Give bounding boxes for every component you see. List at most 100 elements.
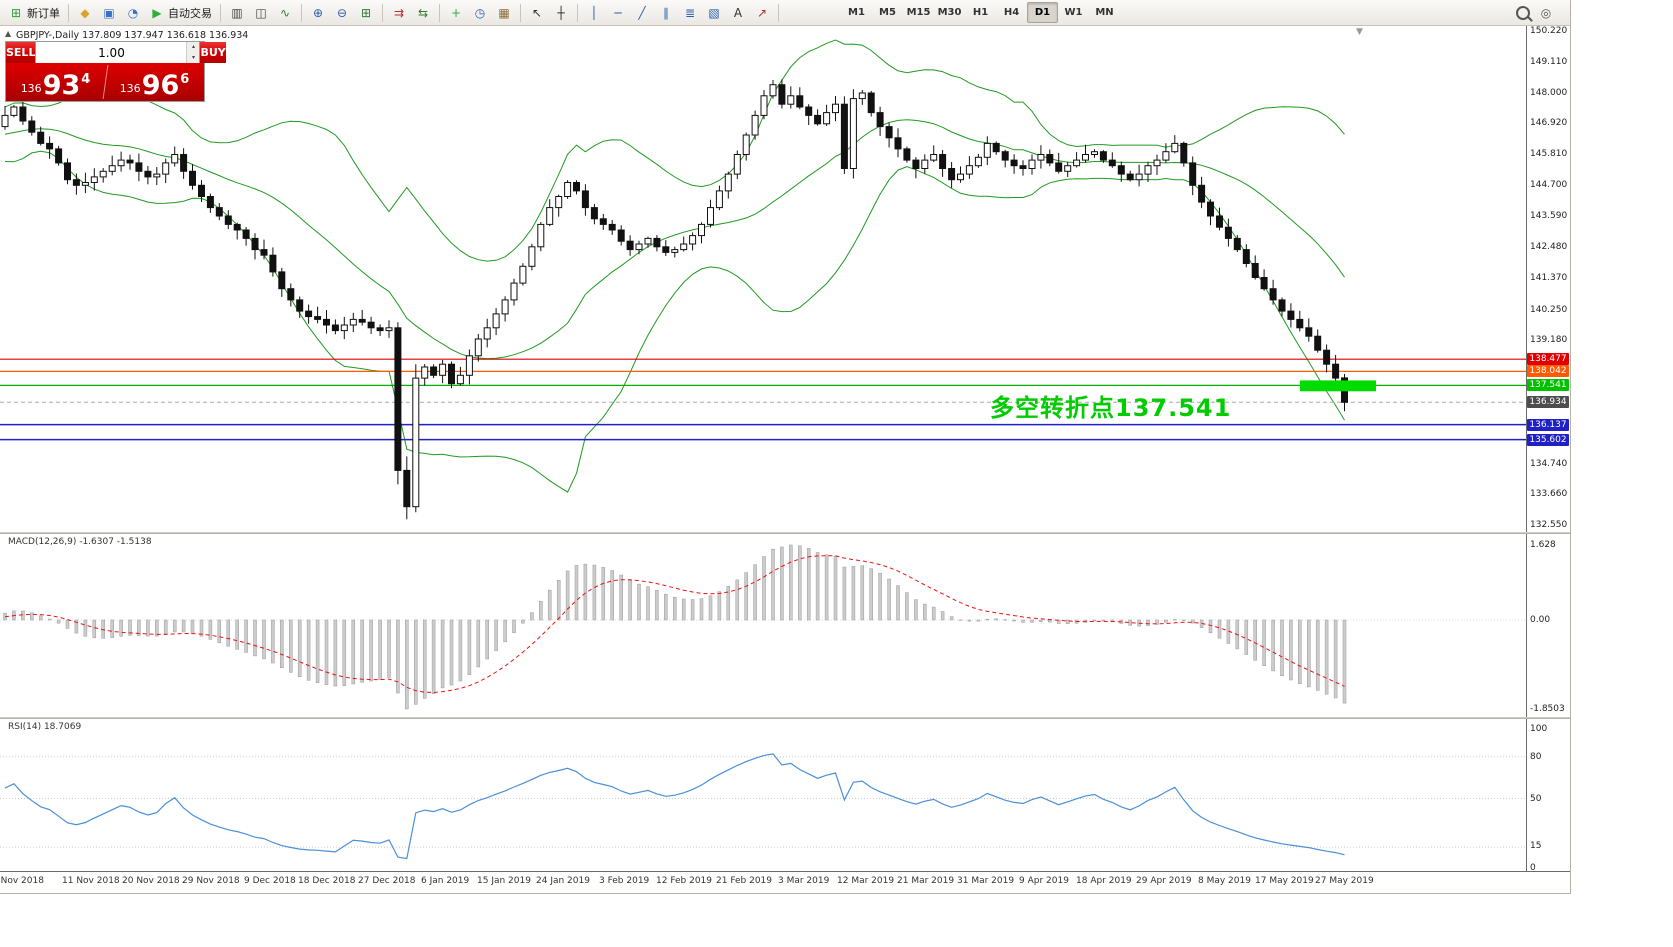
line-chart-mode-icon[interactable]: ∿ [273,2,297,24]
indicators-icon[interactable]: + [444,2,468,24]
price-tick: 150.220 [1530,26,1568,36]
candlestick-mode-icon[interactable]: ◫ [249,2,273,24]
rsi-canvas[interactable] [0,719,1526,871]
data-window-icon: ◔ [127,5,139,20]
text-icon[interactable]: A [726,2,750,24]
price-tick: 142.480 [1530,242,1568,253]
data-window-icon[interactable]: ◔ [121,2,145,24]
price-tick: 141.370 [1530,273,1568,284]
toolbar-separator [382,3,383,22]
date-tick: 9 Apr 2019 [1019,876,1069,886]
buy-button[interactable]: BUY [200,42,226,63]
grid-icon[interactable]: ⊞ [354,2,378,24]
channel-icon[interactable]: ∥ [654,2,678,24]
toolbar-separator [439,3,440,22]
timeframe-mn[interactable]: MN [1095,7,1114,18]
toolbar-separator [778,3,779,22]
date-tick: 20 Nov 2018 [122,876,180,886]
pane-separator-rsi[interactable] [0,717,1570,719]
market-watch-icon[interactable]: ▣ [97,2,121,24]
autotrading-icon: ▶ [152,5,162,20]
sell-price-prefix: 136 [20,82,42,95]
rsi-tick: 50 [1530,794,1542,804]
main-chart-canvas[interactable] [0,26,1526,532]
trading-terminal-window: ⊞ 新订单 ◆ ▣ ◔ ▶ 自动交易 ▥ ◫ ∿ ⊕ ⊖ ⊞ ⇉ ⇆ + ◷ ▦ ↖ ┼ │ ─ ╱ ∥ ≣ ▧ A ↗ M1 M5 M15… [0,0,1571,894]
date-tick: 12 Feb 2019 [656,876,713,886]
cursor-search-icon: ◎ [1540,5,1552,20]
date-tick: 27 May 2019 [1315,876,1374,886]
date-tick: 6 Jan 2019 [421,876,470,886]
fibonacci-icon[interactable]: ≣ [678,2,702,24]
date-tick: 11 Nov 2018 [62,876,120,886]
volume-input[interactable] [36,42,187,63]
bar-chart-mode-icon: ▥ [231,5,243,20]
timeframe-h4[interactable]: H4 [1003,7,1020,18]
vertical-line-icon: │ [590,5,598,20]
search-icon[interactable] [1512,2,1534,24]
crosshair-icon[interactable]: ┼ [549,2,573,24]
date-tick: 31 Mar 2019 [957,876,1015,886]
timeframe-w1[interactable]: W1 [1064,7,1083,18]
one-click-prices: 136 93 4 136 96 6 [6,63,204,101]
date-tick: 12 Mar 2019 [837,876,895,886]
buy-price[interactable]: 136 96 6 [105,63,204,101]
date-tick: 21 Feb 2019 [716,876,773,886]
volume-field: ▴ ▾ [35,42,201,63]
auto-scroll-icon[interactable]: ⇉ [387,2,411,24]
cursor-search-icon[interactable]: ◎ [1534,2,1558,24]
timeframe-h1[interactable]: H1 [972,7,989,18]
timeframe-m1[interactable]: M1 [848,7,865,18]
timeframe-d1[interactable]: D1 [1027,2,1058,23]
toolbar: ⊞ 新订单 ◆ ▣ ◔ ▶ 自动交易 ▥ ◫ ∿ ⊕ ⊖ ⊞ ⇉ ⇆ + ◷ ▦ ↖ ┼ │ ─ ╱ ∥ ≣ ▧ A ↗ M1 M5 M15… [0,0,1570,26]
rsi-tick: 100 [1530,724,1548,734]
templates-icon[interactable]: ▦ [492,2,516,24]
chart-shift-icon: ⇆ [417,5,429,20]
volume-up-button[interactable]: ▴ [187,42,200,53]
arrows-icon: ↗ [756,5,768,20]
price-tick: 149.110 [1530,57,1568,67]
macd-pane: MACD(12,26,9) -1.6307 -1.5138 [0,534,1526,717]
timeframe-group: M1 M5 M15 M30 H1 H4 D1 W1 MN [841,2,1120,23]
charts-icon[interactable]: ◆ [73,2,97,24]
price-tick: 146.920 [1530,118,1568,129]
date-tick: 21 Mar 2019 [897,876,955,886]
arrows-icon[interactable]: ↗ [750,2,774,24]
bar-chart-mode-icon[interactable]: ▥ [225,2,249,24]
price-axis[interactable]: 150.220 149.110 148.000 146.920 145.810 144.7… [1526,26,1570,873]
chart-annotation[interactable]: 多空转折点137.541 [990,394,1232,422]
zoom-out-icon[interactable]: ⊖ [330,2,354,24]
one-click-collapse-toggle[interactable]: ▲ [5,29,12,38]
sell-price-pip: 4 [81,72,91,87]
timeframe-m30[interactable]: M30 [937,7,962,18]
cursor-icon[interactable]: ↖ [525,2,549,24]
zoom-in-icon: ⊕ [312,5,324,20]
autotrading-button[interactable]: ▶ 自动交易 [145,2,216,24]
timeframe-m15[interactable]: M15 [906,7,931,18]
search-glass-icon [1516,5,1530,20]
date-tick: 29 Nov 2018 [182,876,240,886]
volume-down-button[interactable]: ▾ [187,52,200,63]
periods-icon[interactable]: ◷ [468,2,492,24]
chart-title: GBPJPY-,Daily 137.809 137.947 136.618 13… [16,30,248,41]
date-tick: 3 Mar 2019 [778,876,830,886]
macd-canvas[interactable] [0,534,1526,717]
toolbar-right-group: ◎ [1512,2,1558,24]
zoom-in-icon[interactable]: ⊕ [306,2,330,24]
buy-price-big: 96 [141,70,180,102]
pane-separator-macd[interactable] [0,532,1570,534]
sell-price[interactable]: 136 93 4 [6,63,105,101]
price-level-badge: 135.602 [1527,433,1569,446]
date-tick: 17 May 2019 [1255,876,1314,886]
sell-button[interactable]: SELL [6,42,36,63]
timeframe-m5[interactable]: M5 [879,7,896,18]
rsi-label: RSI(14) 18.7069 [8,722,82,732]
new-order-button[interactable]: ⊞ 新订单 [4,2,64,24]
date-tick: 18 Apr 2019 [1076,876,1132,886]
shapes-icon[interactable]: ▧ [702,2,726,24]
chart-shift-icon[interactable]: ⇆ [411,2,435,24]
vertical-line-icon[interactable]: │ [582,2,606,24]
horizontal-line-icon[interactable]: ─ [606,2,630,24]
trendline-icon[interactable]: ╱ [630,2,654,24]
chart-shift-marker: ▼ [1356,27,1363,37]
